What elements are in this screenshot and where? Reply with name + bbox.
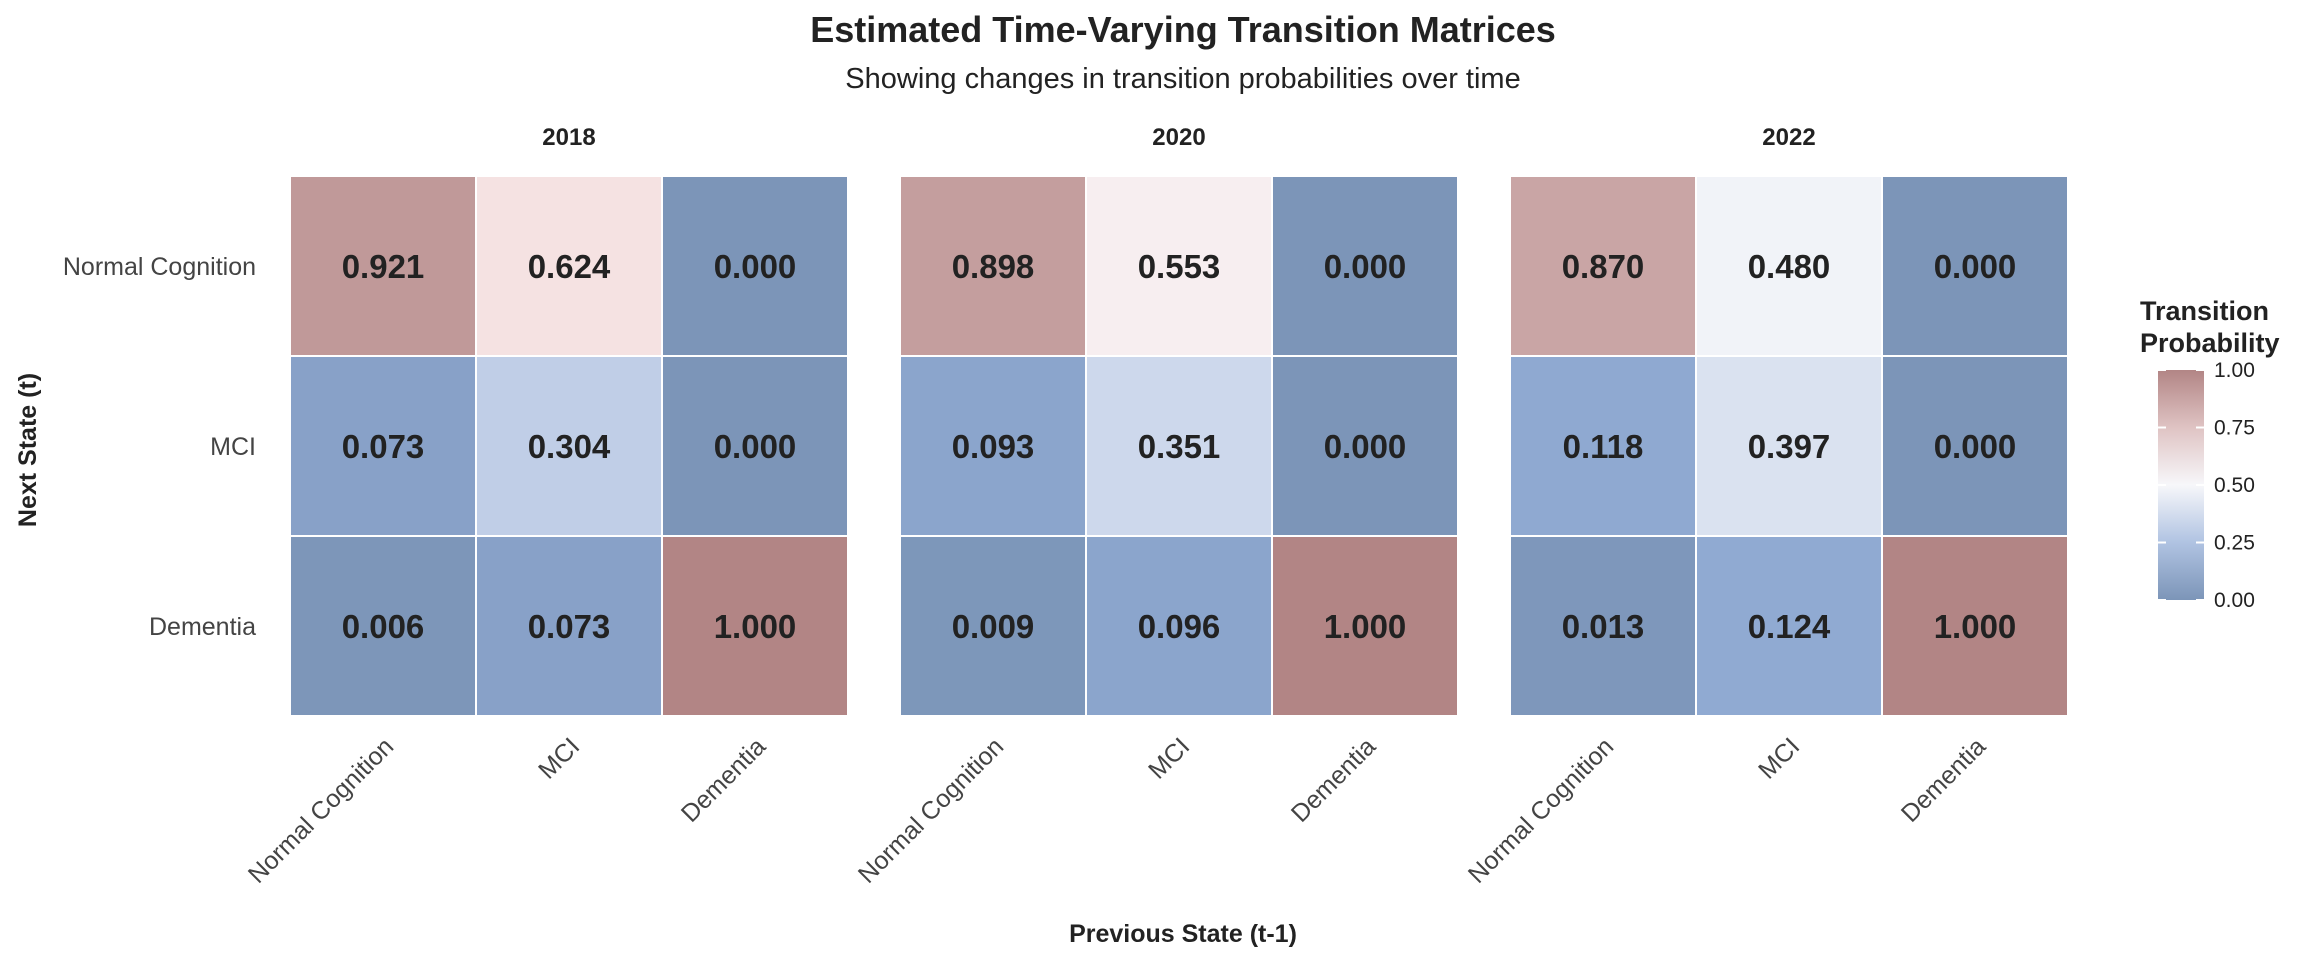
cell-value-label: 0.000: [1324, 248, 1407, 285]
cell-value-label: 0.009: [952, 608, 1035, 645]
heatmap-cell: [1271, 355, 1459, 537]
heatmap-cell: [899, 355, 1087, 537]
x-tick-label: Dementia: [676, 732, 772, 828]
legend-title-line-2: Probability: [2140, 328, 2280, 358]
facet-label: 2022: [1762, 124, 1815, 151]
x-tick-label: Normal Cognition: [853, 732, 1009, 888]
heatmap-cell: [1509, 175, 1697, 357]
cell-value-label: 0.397: [1748, 428, 1831, 465]
chart-title: Estimated Time-Varying Transition Matric…: [810, 9, 1556, 50]
cell-value-label: 0.351: [1138, 428, 1221, 465]
cell-value-label: 1.000: [714, 608, 797, 645]
heatmap-cell: [661, 355, 849, 537]
cell-value-label: 0.553: [1138, 248, 1221, 285]
x-tick-label: Normal Cognition: [1463, 732, 1619, 888]
heatmap-cell: [899, 175, 1087, 357]
heatmap-cell: [475, 175, 663, 357]
heatmap-cell: [1881, 535, 2069, 717]
facet-2022: 2022 0.870 0.480 0.000 0.118 0.397 0.000 0.013 0…: [1463, 124, 2069, 889]
legend-tick-label: 0.25: [2214, 532, 2255, 555]
heatmap-cell: [475, 355, 663, 537]
cell-value-label: 0.000: [1934, 428, 2017, 465]
facet-2018: 2018 0.921 0.624 0.000 0.073 0.304 0.000 0.006 0…: [243, 124, 849, 889]
cell-value-label: 0.480: [1748, 248, 1831, 285]
x-tick-label: Dementia: [1896, 732, 1992, 828]
heatmap-cell: [289, 175, 477, 357]
cell-value-label: 0.921: [342, 248, 425, 285]
facets-layer: 2018 0.921 0.624 0.000 0.073 0.304 0.000 0.006 0…: [63, 124, 2069, 889]
x-tick-label: Normal Cognition: [243, 732, 399, 888]
heatmap-cell: [1881, 175, 2069, 357]
y-tick-label: Normal Cognition: [63, 253, 256, 281]
heatmap-cell: [1881, 355, 2069, 537]
heatmap-cell: [899, 535, 1087, 717]
legend-ticks: 1.00 0.75 0.50 0.25 0.00: [2158, 359, 2255, 612]
cell-value-label: 0.093: [952, 428, 1035, 465]
heatmap-cell: [475, 535, 663, 717]
heatmap-cell: [289, 535, 477, 717]
x-tick-label: MCI: [1143, 732, 1195, 784]
cell-value-label: 0.096: [1138, 608, 1221, 645]
legend-tick-label: 0.50: [2214, 474, 2255, 497]
cell-value-label: 0.073: [528, 608, 611, 645]
x-tick-label: MCI: [1753, 732, 1805, 784]
facet-label: 2020: [1152, 124, 1205, 151]
heatmap-cell: [1695, 175, 1883, 357]
heatmap-cell: [1085, 535, 1273, 717]
facet-label: 2018: [542, 124, 595, 151]
cell-value-label: 0.000: [1324, 428, 1407, 465]
heatmap-cell: [1695, 355, 1883, 537]
y-axis-title: Next State (t): [14, 373, 42, 527]
heatmap-cell: [289, 355, 477, 537]
legend-tick-label: 0.00: [2214, 589, 2255, 612]
legend-tick-label: 0.75: [2214, 417, 2255, 440]
heatmap-cell: [661, 535, 849, 717]
cell-value-label: 0.118: [1563, 428, 1644, 465]
facet-2020: 2020 0.898 0.553 0.000 0.093 0.351 0.000 0.009 0…: [853, 124, 1459, 889]
cell-value-label: 0.624: [528, 248, 611, 285]
heatmap-cell: [1509, 355, 1697, 537]
y-tick-label: MCI: [210, 433, 256, 461]
heatmap-cell: [1085, 355, 1273, 537]
x-tick-label: MCI: [533, 732, 585, 784]
cell-value-label: 0.073: [342, 428, 425, 465]
legend: Transition Probability 1.00 0.75 0.50 0.25 0…: [2140, 296, 2280, 612]
heatmap-cell: [1509, 535, 1697, 717]
cell-value-label: 0.898: [952, 248, 1035, 285]
x-tick-label: Dementia: [1286, 732, 1382, 828]
cell-value-label: 0.304: [528, 428, 611, 465]
x-axis-title: Previous State (t-1): [1069, 920, 1297, 948]
y-tick-label: Dementia: [149, 613, 256, 641]
chart-subtitle: Showing changes in transition probabilit…: [845, 63, 1520, 95]
cell-value-label: 0.870: [1562, 248, 1645, 285]
cell-value-label: 0.124: [1748, 608, 1831, 645]
legend-title-line-1: Transition: [2140, 296, 2269, 326]
heatmap-cell: [1271, 175, 1459, 357]
cell-value-label: 0.013: [1562, 608, 1645, 645]
cell-value-label: 0.000: [714, 248, 797, 285]
cell-value-label: 0.000: [714, 428, 797, 465]
cell-value-label: 1.000: [1324, 608, 1407, 645]
cell-value-label: 1.000: [1934, 608, 2017, 645]
cell-value-label: 0.000: [1934, 248, 2017, 285]
heatmap-cell: [661, 175, 849, 357]
cell-value-label: 0.006: [342, 608, 425, 645]
legend-tick-label: 1.00: [2214, 359, 2255, 382]
heatmap-cell: [1271, 535, 1459, 717]
